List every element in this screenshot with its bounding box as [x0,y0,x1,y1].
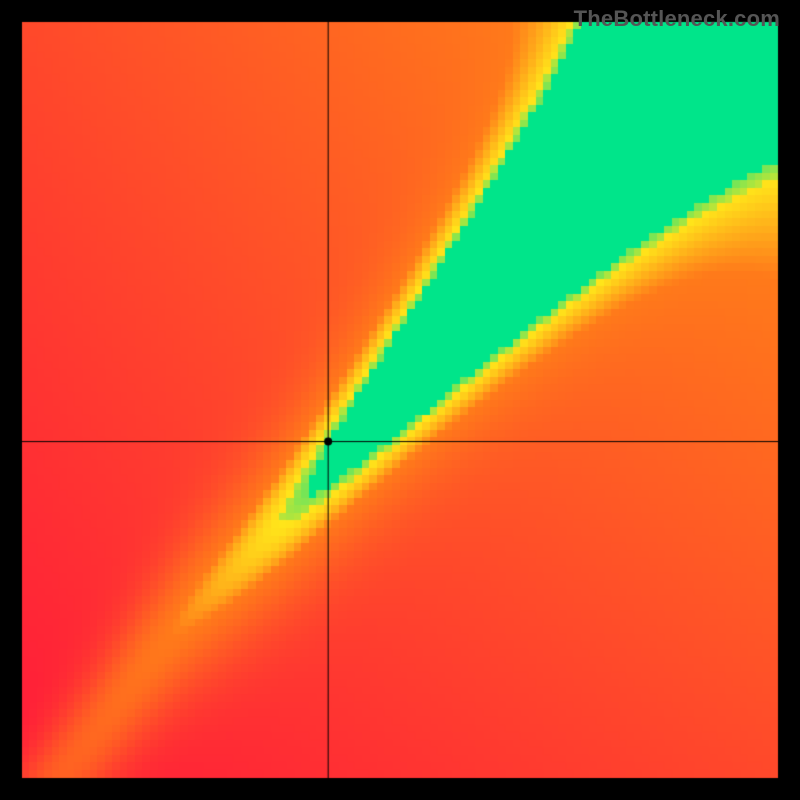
watermark-text: TheBottleneck.com [574,6,780,32]
heatmap-canvas [0,0,800,800]
chart-container: { "watermark": { "text": "TheBottleneck.… [0,0,800,800]
